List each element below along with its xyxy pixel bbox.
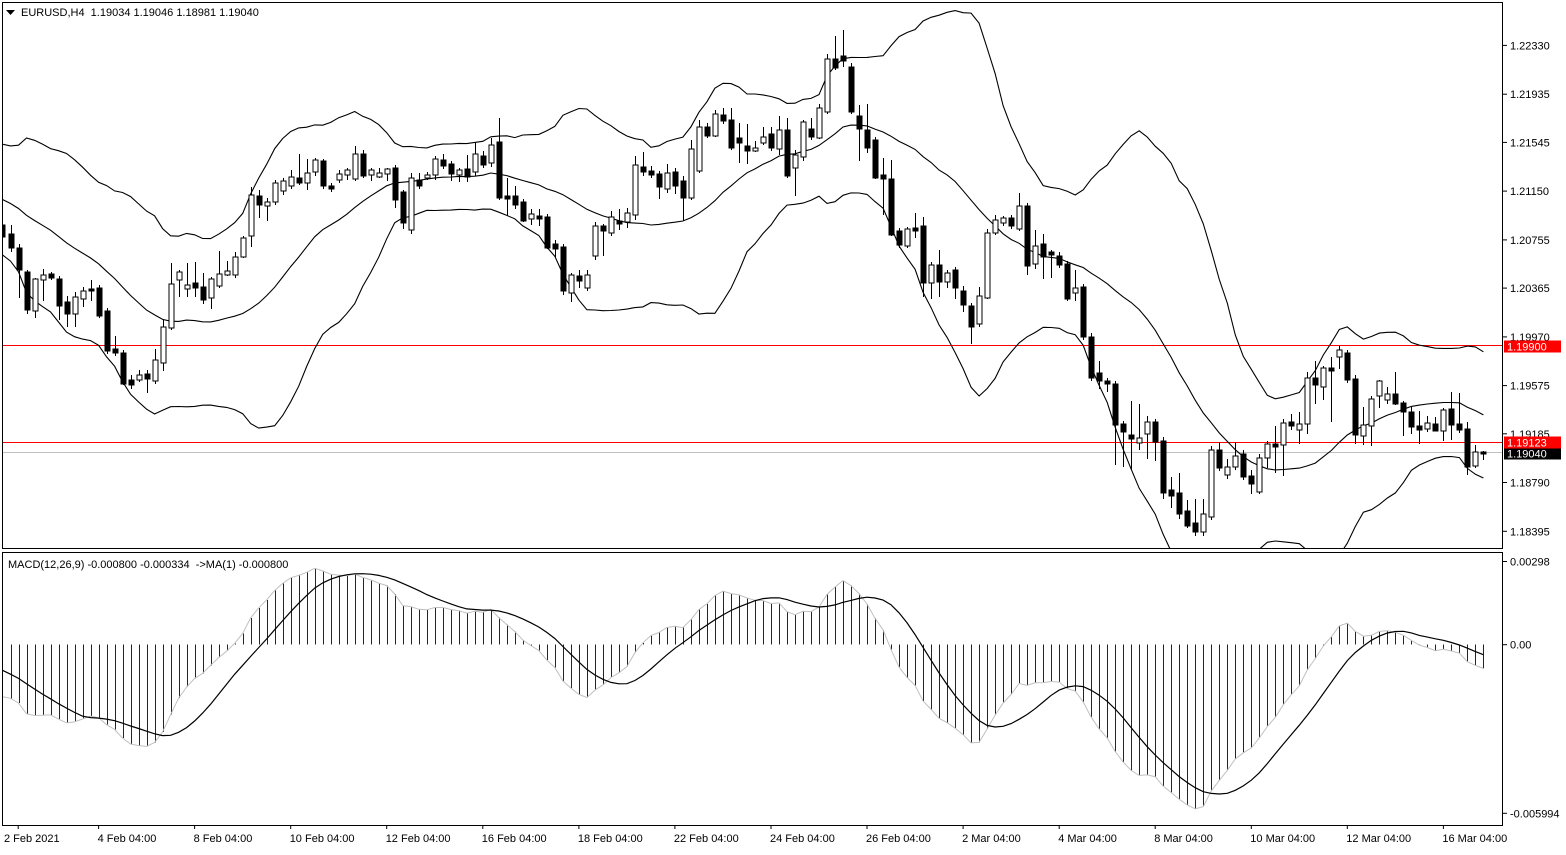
svg-text:0.00298: 0.00298	[1510, 557, 1550, 569]
svg-text:1.20755: 1.20755	[1510, 235, 1550, 247]
svg-text:1.19040: 1.19040	[1507, 449, 1547, 461]
svg-text:22 Feb 04:00: 22 Feb 04:00	[674, 833, 739, 845]
svg-text:10 Feb 04:00: 10 Feb 04:00	[290, 833, 355, 845]
svg-text:8 Mar 04:00: 8 Mar 04:00	[1154, 833, 1213, 845]
svg-text:1.18790: 1.18790	[1510, 478, 1550, 490]
svg-text:1.18395: 1.18395	[1510, 526, 1550, 538]
svg-text:1.20365: 1.20365	[1510, 283, 1550, 295]
svg-text:8 Feb 04:00: 8 Feb 04:00	[194, 833, 253, 845]
svg-text:MACD(12,26,9) -0.000800 -0.000: MACD(12,26,9) -0.000800 -0.000334 ->MA(1…	[8, 559, 288, 571]
svg-text:16 Feb 04:00: 16 Feb 04:00	[482, 833, 547, 845]
svg-text:1.22330: 1.22330	[1510, 40, 1550, 52]
svg-text:1.21935: 1.21935	[1510, 89, 1550, 101]
svg-text:1.19900: 1.19900	[1507, 342, 1547, 354]
svg-text:2 Feb 2021: 2 Feb 2021	[4, 833, 60, 845]
svg-text:18 Feb 04:00: 18 Feb 04:00	[578, 833, 643, 845]
svg-text:-0.005994: -0.005994	[1510, 808, 1560, 820]
svg-text:1.21545: 1.21545	[1510, 137, 1550, 149]
svg-text:1.21150: 1.21150	[1510, 186, 1549, 198]
svg-text:4 Mar 04:00: 4 Mar 04:00	[1058, 833, 1117, 845]
svg-text:0.00: 0.00	[1510, 640, 1531, 652]
svg-text:4 Feb 04:00: 4 Feb 04:00	[98, 833, 157, 845]
svg-text:16 Mar 04:00: 16 Mar 04:00	[1442, 833, 1507, 845]
svg-text:EURUSD,H4 1.19034 1.19046 1.1: EURUSD,H4 1.19034 1.19046 1.18981 1.1904…	[21, 7, 259, 19]
svg-text:1.19575: 1.19575	[1510, 381, 1550, 393]
svg-text:2 Mar 04:00: 2 Mar 04:00	[962, 833, 1021, 845]
svg-text:12 Feb 04:00: 12 Feb 04:00	[386, 833, 451, 845]
svg-text:12 Mar 04:00: 12 Mar 04:00	[1346, 833, 1411, 845]
svg-text:26 Feb 04:00: 26 Feb 04:00	[866, 833, 931, 845]
svg-text:10 Mar 04:00: 10 Mar 04:00	[1250, 833, 1315, 845]
svg-text:1.19123: 1.19123	[1507, 438, 1547, 450]
svg-text:24 Feb 04:00: 24 Feb 04:00	[770, 833, 835, 845]
